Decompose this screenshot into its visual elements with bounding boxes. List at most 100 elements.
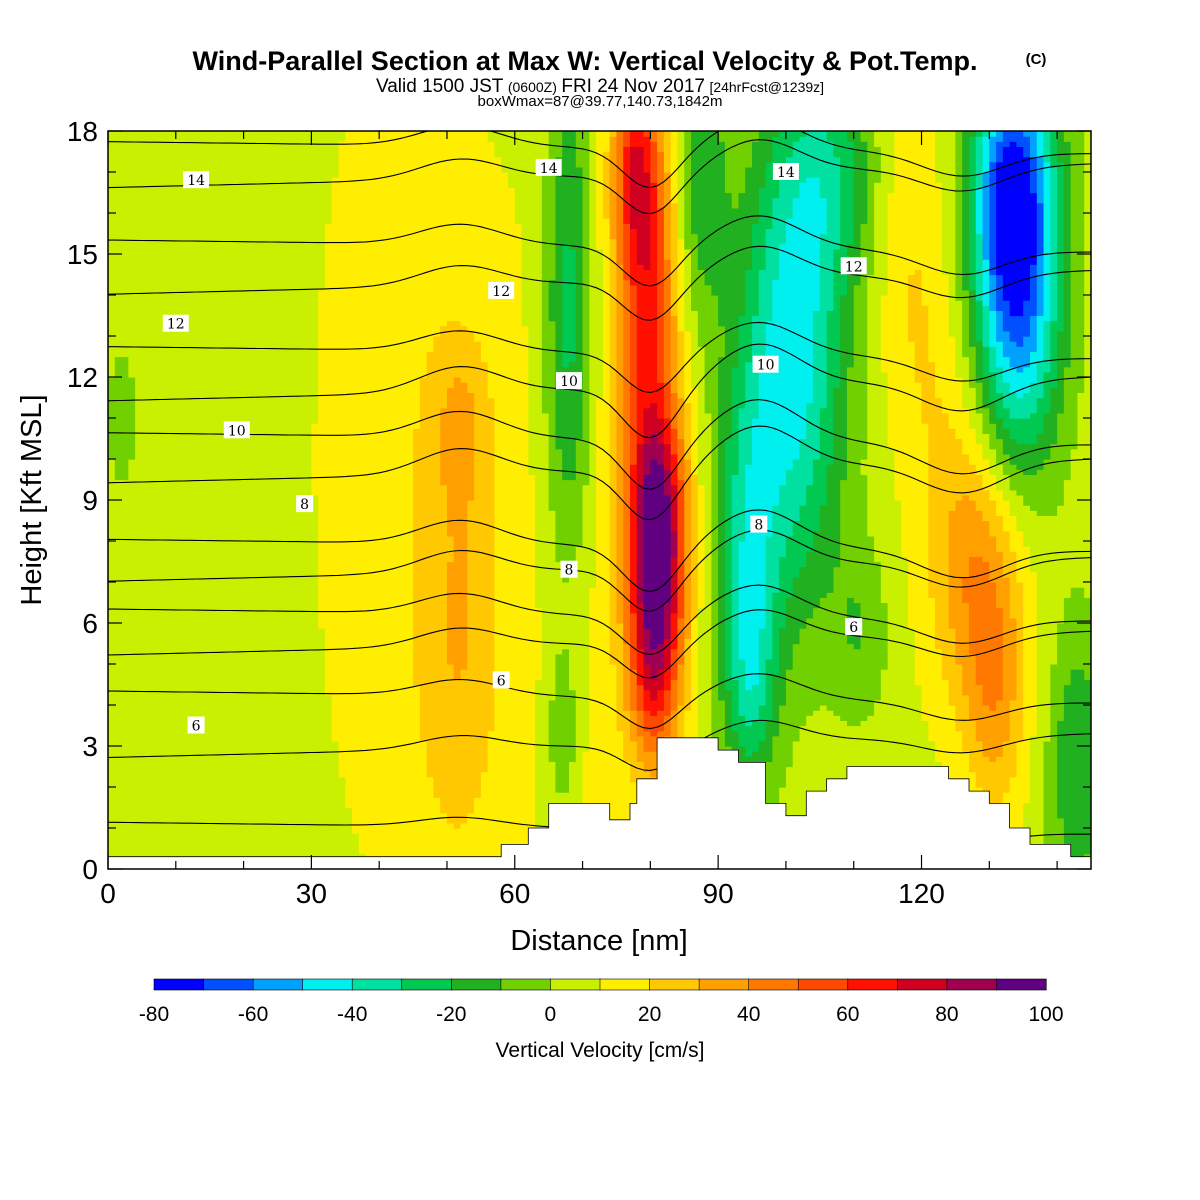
field-cell bbox=[575, 131, 584, 168]
field-cell bbox=[1063, 597, 1072, 686]
field-cell bbox=[623, 761, 631, 869]
field-cell bbox=[968, 346, 977, 388]
field-cell bbox=[616, 131, 624, 265]
field-cell bbox=[914, 131, 923, 270]
field-cell bbox=[874, 131, 882, 147]
field-cell bbox=[623, 279, 631, 645]
field-cell bbox=[785, 597, 794, 670]
field-cell bbox=[318, 131, 326, 291]
field-cell bbox=[996, 515, 1004, 552]
field-cell bbox=[799, 182, 807, 440]
field-cell bbox=[596, 131, 604, 250]
field-cell bbox=[650, 735, 658, 752]
field-cell bbox=[691, 617, 699, 768]
field-cell bbox=[799, 505, 807, 568]
field-cell bbox=[846, 131, 855, 142]
plot-area: 14 14 14 12 12 12 10 10 10 8 8 8 6 6 6 bbox=[108, 131, 1091, 869]
field-cell bbox=[453, 320, 462, 378]
field-cell bbox=[1029, 192, 1038, 265]
terrain-profile bbox=[108, 737, 1091, 869]
contour-label-box bbox=[845, 618, 863, 636]
valid-prefix: Valid 1500 JST bbox=[376, 76, 504, 97]
field-cell bbox=[236, 131, 245, 869]
field-cell bbox=[752, 131, 760, 142]
field-cell bbox=[277, 131, 285, 869]
field-cell bbox=[921, 305, 929, 424]
field-cell bbox=[772, 197, 780, 281]
field-cell bbox=[1002, 407, 1011, 429]
field-cell bbox=[257, 131, 265, 869]
field-cell bbox=[446, 664, 455, 824]
field-cell bbox=[718, 325, 726, 358]
field-cell bbox=[670, 428, 679, 455]
field-cell bbox=[799, 566, 807, 629]
field-cell bbox=[1036, 515, 1045, 869]
colorbar-tick-label: 100 bbox=[1028, 1003, 1063, 1026]
field-cell bbox=[996, 131, 1004, 142]
field-cell bbox=[636, 443, 645, 486]
isentrope-line bbox=[108, 245, 1091, 321]
field-cell bbox=[785, 218, 794, 470]
field-cell bbox=[426, 131, 435, 352]
field-cell bbox=[1029, 382, 1038, 414]
field-cell bbox=[650, 751, 658, 778]
field-cell bbox=[792, 197, 801, 460]
field-cell bbox=[562, 479, 570, 583]
field-cell bbox=[657, 443, 665, 465]
field-cell bbox=[670, 202, 679, 317]
field-cell bbox=[1070, 131, 1079, 450]
field-cell bbox=[697, 131, 706, 270]
field-cell bbox=[955, 131, 963, 301]
field-cell bbox=[487, 397, 496, 732]
contour-label-text: 14 bbox=[777, 165, 795, 181]
x-tick-label: 30 bbox=[296, 878, 327, 909]
contour-label-box bbox=[223, 421, 250, 439]
contour-label: 14 bbox=[535, 158, 562, 177]
field-cell bbox=[697, 346, 706, 486]
field-cell bbox=[996, 699, 1004, 757]
field-cell bbox=[921, 131, 929, 306]
field-cell bbox=[996, 438, 1004, 465]
field-cell bbox=[813, 177, 821, 311]
vertical-velocity-field bbox=[108, 131, 1091, 869]
field-cell bbox=[975, 300, 984, 342]
field-cell bbox=[1063, 131, 1072, 142]
field-cell bbox=[1036, 156, 1045, 204]
field-cell bbox=[840, 479, 848, 721]
field-cell bbox=[989, 423, 997, 450]
field-cell bbox=[989, 346, 997, 373]
field-cell bbox=[962, 289, 970, 358]
field-cell bbox=[840, 131, 848, 296]
field-cell bbox=[833, 387, 841, 568]
field-cell bbox=[745, 166, 753, 270]
field-cell bbox=[1043, 459, 1051, 516]
field-cell bbox=[1016, 530, 1024, 583]
field-cell bbox=[989, 710, 997, 762]
contour-label-text: 14 bbox=[540, 161, 558, 177]
field-cell bbox=[752, 141, 760, 224]
field-cell bbox=[677, 330, 685, 399]
colorbar-swatch bbox=[451, 978, 502, 991]
field-cell bbox=[765, 658, 773, 721]
field-cell bbox=[1023, 546, 1031, 803]
field-cell bbox=[996, 310, 1004, 342]
field-cell bbox=[338, 776, 346, 869]
field-cell bbox=[1009, 392, 1018, 419]
field-cell bbox=[758, 269, 767, 373]
field-cell bbox=[738, 715, 746, 747]
field-cell bbox=[799, 136, 807, 183]
contour-label: 10 bbox=[752, 355, 779, 374]
field-cell bbox=[1057, 412, 1065, 506]
field-cell bbox=[623, 131, 631, 147]
field-cell bbox=[1036, 361, 1045, 399]
field-cell bbox=[1009, 617, 1018, 701]
field-cell bbox=[955, 438, 963, 501]
field-cell bbox=[541, 412, 550, 869]
field-cell bbox=[216, 131, 224, 869]
field-cell bbox=[209, 131, 218, 869]
field-cell bbox=[941, 412, 950, 680]
field-cell bbox=[975, 187, 984, 235]
field-cell bbox=[758, 705, 767, 742]
field-cell bbox=[785, 669, 794, 768]
colorbar-swatch bbox=[500, 978, 552, 991]
